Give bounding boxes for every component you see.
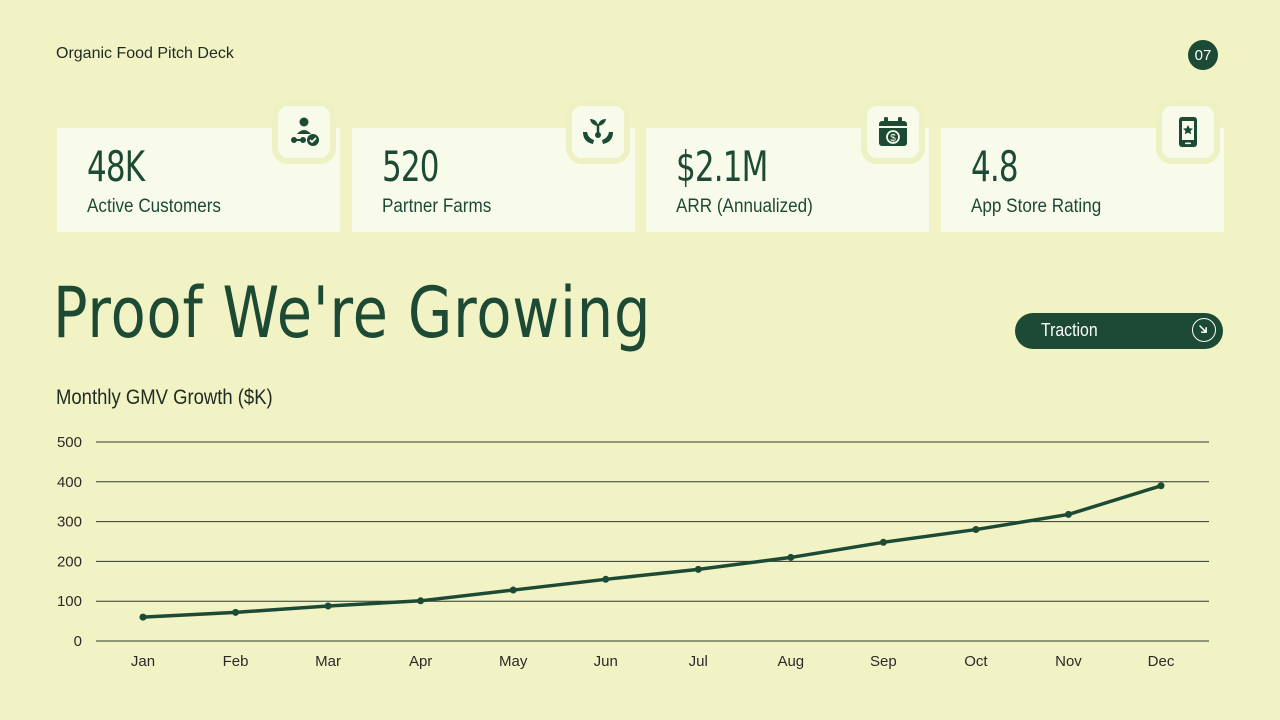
data-point [232,608,240,616]
x-tick-label: Feb [223,653,249,670]
x-tick-label: Mar [315,653,341,670]
svg-text:$: $ [890,133,896,144]
customers-check-icon [272,100,336,164]
x-tick-label: Oct [964,653,988,670]
x-tick-label: Jun [594,653,618,670]
metric-value: 520 [382,142,439,191]
metric-value: 48K [87,142,145,191]
y-tick-label: 300 [57,514,82,531]
x-tick-label: Apr [409,653,432,670]
data-point [1157,482,1165,490]
chart-title: Monthly GMV Growth ($K) [56,386,273,409]
calendar-dollar-icon: $ [861,100,925,164]
data-point [694,565,702,573]
deck-title: Organic Food Pitch Deck [56,45,234,62]
data-point [972,526,980,534]
y-tick-label: 200 [57,553,82,570]
x-tick-label: Aug [777,653,804,670]
section-pill-traction: Traction [1015,313,1223,349]
plant-hands-icon [566,100,630,164]
x-tick-label: Nov [1055,653,1082,670]
y-tick-label: 100 [57,593,82,610]
data-point [1064,510,1072,518]
page-headline: Proof We're Growing [53,272,652,354]
metric-label: Active Customers [87,196,221,217]
data-point [324,602,332,610]
y-tick-label: 0 [74,633,82,650]
x-tick-label: Jul [689,653,708,670]
data-point [879,538,887,546]
x-tick-label: May [499,653,528,670]
arrow-down-right-icon [1192,318,1216,342]
metric-value: 4.8 [971,142,1019,191]
metric-label: App Store Rating [971,196,1102,217]
page-number: 07 [1188,40,1218,70]
data-point [139,613,147,621]
metric-label: ARR (Annualized) [676,196,813,217]
phone-star-icon [1156,100,1220,164]
x-tick-label: Sep [870,653,897,670]
metric-label: Partner Farms [382,196,492,217]
x-tick-label: Dec [1148,653,1175,670]
y-tick-label: 400 [57,474,82,491]
data-point [787,553,795,561]
data-point [509,586,517,594]
x-tick-label: Jan [131,653,155,670]
series-line [141,484,1163,619]
y-tick-label: 500 [57,434,82,451]
section-pill-label: Traction [1041,320,1098,340]
data-point [417,597,425,605]
data-point [602,575,610,583]
metric-card-rating: 4.8 App Store Rating [941,128,1224,232]
gmv-line-chart: 0 100 200 300 400 500 Jan Feb Mar Apr May Jun Jul Aug… [57,434,1209,670]
metric-value: $2.1M [676,142,768,191]
